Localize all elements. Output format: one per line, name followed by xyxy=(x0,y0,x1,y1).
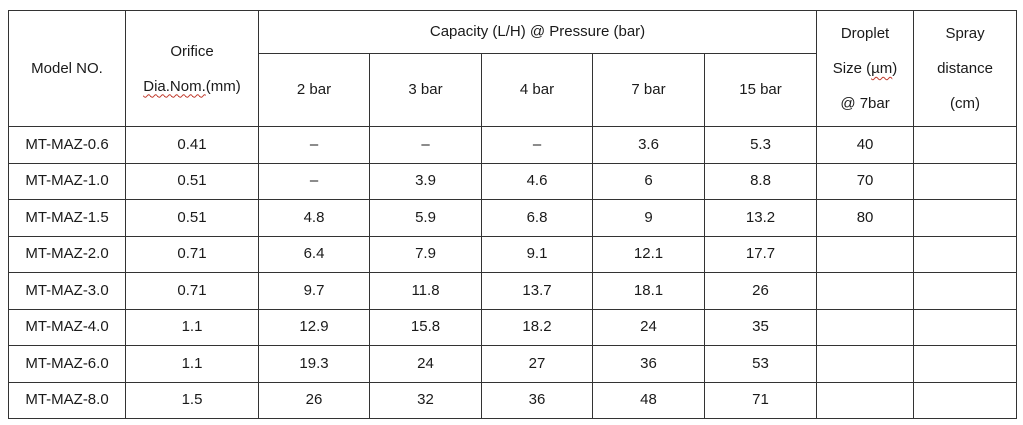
capacity-cell-4bar: 27 xyxy=(481,345,593,383)
capacity-cell-7bar: 24 xyxy=(592,308,705,346)
orifice-cell: 0.71 xyxy=(125,235,259,273)
table-row: MT-MAZ-2.0 0.71 6.4 7.9 9.1 12.1 17.7 xyxy=(8,235,1018,273)
orifice-cell: 1.5 xyxy=(125,381,259,419)
capacity-cell-4bar: 36 xyxy=(481,381,593,419)
table-row: MT-MAZ-8.0 1.5 26 32 36 48 71 xyxy=(8,381,1018,419)
capacity-cell-3bar: 7.9 xyxy=(369,235,482,273)
capacity-cell-3bar: 32 xyxy=(369,381,482,419)
capacity-cell-2bar: 19.3 xyxy=(258,345,370,383)
table-row: MT-MAZ-1.5 0.51 4.8 5.9 6.8 9 13.2 80 xyxy=(8,199,1018,237)
capacity-cell-4bar: 18.2 xyxy=(481,308,593,346)
spray-cell xyxy=(913,272,1018,310)
model-cell: MT-MAZ-4.0 xyxy=(8,308,126,346)
orifice-unit-label: Dia.Nom. xyxy=(143,77,206,95)
capacity-cell-4bar: 6.8 xyxy=(481,199,593,237)
model-cell: MT-MAZ-3.0 xyxy=(8,272,126,310)
spray-cell xyxy=(913,345,1018,383)
capacity-cell-2bar: 6.4 xyxy=(258,235,370,273)
capacity-cell-15bar: 35 xyxy=(703,308,818,346)
capacity-cell-7bar: 6 xyxy=(592,162,705,200)
orifice-cell: 0.51 xyxy=(125,162,259,200)
header-model: Model NO. xyxy=(8,10,126,127)
capacity-cell-3bar: 15.8 xyxy=(369,308,482,346)
header-pressure-15bar: 15 bar xyxy=(703,53,818,127)
droplet-cell: 40 xyxy=(816,126,915,164)
droplet-unit-micron: µm xyxy=(871,60,893,77)
capacity-cell-4bar: 4.6 xyxy=(481,162,593,200)
spray-cell xyxy=(913,199,1018,237)
capacity-cell-7bar: 12.1 xyxy=(592,235,705,273)
spray-cell xyxy=(913,235,1018,273)
orifice-cell: 0.41 xyxy=(125,126,259,164)
capacity-cell-4bar: 9.1 xyxy=(481,235,593,273)
capacity-cell-15bar: 53 xyxy=(703,345,818,383)
orifice-cell: 1.1 xyxy=(125,345,259,383)
capacity-cell-2bar: – xyxy=(258,126,370,164)
droplet-cell: 70 xyxy=(816,162,915,200)
capacity-cell-7bar: 48 xyxy=(592,381,705,419)
spray-cell xyxy=(913,381,1018,419)
capacity-cell-4bar: 13.7 xyxy=(481,272,593,310)
capacity-cell-2bar: 4.8 xyxy=(258,199,370,237)
orifice-cell: 0.51 xyxy=(125,199,259,237)
capacity-cell-3bar: 24 xyxy=(369,345,482,383)
capacity-cell-15bar: 71 xyxy=(703,381,818,419)
capacity-cell-7bar: 3.6 xyxy=(592,126,705,164)
table-row: MT-MAZ-0.6 0.41– – –3.6 5.3 40 xyxy=(8,126,1018,164)
model-cell: MT-MAZ-8.0 xyxy=(8,381,126,419)
droplet-cell xyxy=(816,235,915,273)
header-pressure-4bar: 4 bar xyxy=(481,53,593,127)
model-cell: MT-MAZ-2.0 xyxy=(8,235,126,273)
spray-cell xyxy=(913,308,1018,346)
capacity-cell-2bar: – xyxy=(258,162,370,200)
capacity-cell-3bar: – xyxy=(369,126,482,164)
capacity-cell-3bar: 3.9 xyxy=(369,162,482,200)
droplet-cell xyxy=(816,381,915,419)
header-capacity-group: Capacity (L/H) @ Pressure (bar) xyxy=(257,10,818,54)
capacity-cell-3bar: 5.9 xyxy=(369,199,482,237)
header-orifice: Orifice Dia.Nom.(mm) xyxy=(125,10,259,127)
capacity-cell-7bar: 18.1 xyxy=(592,272,705,310)
header-pressure-7bar: 7 bar xyxy=(592,53,705,127)
model-cell: MT-MAZ-0.6 xyxy=(8,126,126,164)
table-row: MT-MAZ-3.0 0.71 9.7 11.8 13.7 18.1 26 xyxy=(8,272,1018,310)
capacity-cell-3bar: 11.8 xyxy=(369,272,482,310)
model-cell: MT-MAZ-1.0 xyxy=(8,162,126,200)
droplet-cell xyxy=(816,345,915,383)
capacity-cell-15bar: 26 xyxy=(703,272,818,310)
droplet-cell xyxy=(816,272,915,310)
orifice-cell: 0.71 xyxy=(125,272,259,310)
orifice-cell: 1.1 xyxy=(125,308,259,346)
capacity-cell-2bar: 26 xyxy=(258,381,370,419)
header-spray-distance: Spray distance (cm) xyxy=(913,10,1018,127)
model-cell: MT-MAZ-1.5 xyxy=(8,199,126,237)
table-row: MT-MAZ-1.0 0.51–3.9 4.6 6 8.8 70 xyxy=(8,162,1018,200)
nozzle-spec-table: Model NO. Orifice Dia.Nom.(mm) Capacity … xyxy=(8,10,1018,419)
capacity-cell-15bar: 17.7 xyxy=(703,235,818,273)
capacity-cell-15bar: 13.2 xyxy=(703,199,818,237)
table-body: MT-MAZ-0.6 0.41– – –3.6 5.3 40 MT-MAZ-1.0 0.51–… xyxy=(8,126,1018,419)
capacity-cell-2bar: 9.7 xyxy=(258,272,370,310)
spray-cell xyxy=(913,126,1018,164)
table-row: MT-MAZ-4.0 1.1 12.9 15.8 18.2 24 35 xyxy=(8,308,1018,346)
header-pressure-2bar: 2 bar xyxy=(258,53,370,127)
capacity-cell-2bar: 12.9 xyxy=(258,308,370,346)
droplet-cell: 80 xyxy=(816,199,915,237)
header-droplet: Droplet Size (µm) @ 7bar xyxy=(816,10,915,127)
droplet-cell xyxy=(816,308,915,346)
spray-cell xyxy=(913,162,1018,200)
capacity-cell-4bar: – xyxy=(481,126,593,164)
model-cell: MT-MAZ-6.0 xyxy=(8,345,126,383)
capacity-cell-7bar: 9 xyxy=(592,199,705,237)
table-row: MT-MAZ-6.0 1.1 19.3 24 27 36 53 xyxy=(8,345,1018,383)
capacity-cell-15bar: 5.3 xyxy=(703,126,818,164)
capacity-cell-15bar: 8.8 xyxy=(703,162,818,200)
header-pressure-3bar: 3 bar xyxy=(369,53,482,127)
capacity-cell-7bar: 36 xyxy=(592,345,705,383)
